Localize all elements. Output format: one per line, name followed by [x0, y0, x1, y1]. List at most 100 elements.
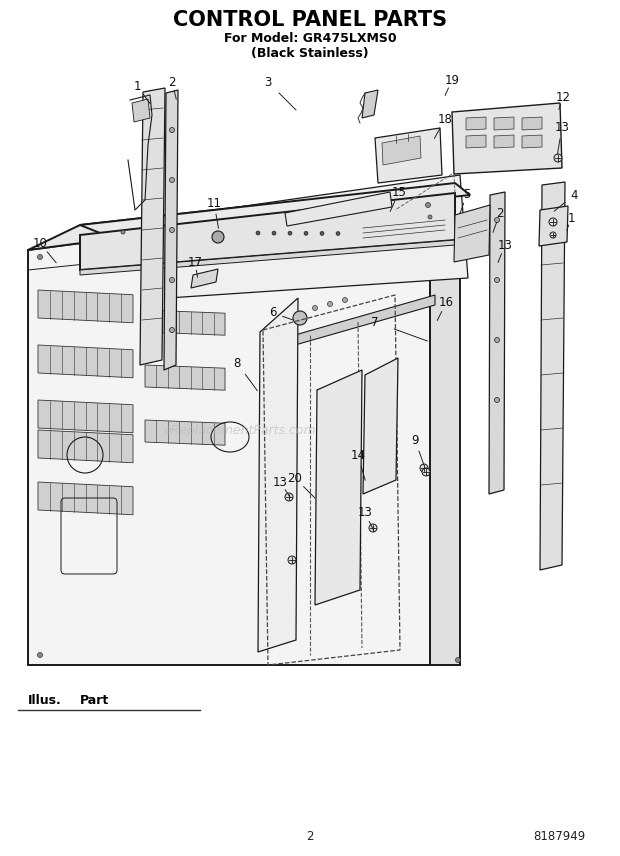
- Polygon shape: [540, 182, 565, 570]
- Text: 20: 20: [288, 472, 303, 484]
- Circle shape: [37, 652, 43, 657]
- Polygon shape: [28, 197, 460, 665]
- Circle shape: [550, 232, 556, 238]
- Polygon shape: [295, 295, 435, 345]
- Circle shape: [169, 277, 174, 282]
- Text: Part: Part: [80, 693, 109, 706]
- Circle shape: [304, 231, 308, 235]
- Polygon shape: [494, 135, 514, 148]
- Polygon shape: [363, 358, 398, 494]
- Polygon shape: [454, 205, 490, 262]
- Polygon shape: [522, 135, 542, 148]
- Polygon shape: [80, 193, 455, 270]
- Polygon shape: [466, 135, 486, 148]
- Circle shape: [169, 228, 174, 233]
- Text: (Black Stainless): (Black Stainless): [251, 46, 369, 60]
- Circle shape: [554, 154, 562, 162]
- Polygon shape: [38, 482, 133, 514]
- Circle shape: [327, 301, 332, 306]
- Circle shape: [549, 218, 557, 226]
- Polygon shape: [38, 345, 133, 377]
- Polygon shape: [38, 400, 133, 433]
- Circle shape: [425, 203, 430, 207]
- Text: 18: 18: [438, 112, 453, 126]
- Text: 2: 2: [496, 206, 503, 219]
- Polygon shape: [145, 365, 225, 390]
- Text: 13: 13: [273, 475, 288, 489]
- Circle shape: [422, 468, 430, 476]
- Text: 11: 11: [206, 197, 221, 210]
- Polygon shape: [80, 240, 455, 275]
- Circle shape: [312, 306, 317, 311]
- Text: 19: 19: [445, 74, 459, 86]
- Polygon shape: [285, 192, 392, 226]
- Polygon shape: [38, 290, 133, 323]
- Polygon shape: [522, 117, 542, 130]
- Polygon shape: [362, 90, 378, 118]
- Polygon shape: [494, 117, 514, 130]
- Text: 10: 10: [33, 236, 48, 249]
- Text: 1: 1: [567, 211, 575, 224]
- Polygon shape: [539, 206, 568, 246]
- Polygon shape: [452, 103, 562, 174]
- Text: CONTROL PANEL PARTS: CONTROL PANEL PARTS: [173, 10, 447, 30]
- Polygon shape: [162, 175, 468, 298]
- Circle shape: [285, 493, 293, 501]
- Polygon shape: [489, 192, 505, 494]
- Polygon shape: [315, 370, 362, 605]
- Polygon shape: [430, 183, 460, 665]
- Circle shape: [456, 657, 461, 663]
- Polygon shape: [466, 117, 486, 130]
- Text: For Model: GR475LXMS0: For Model: GR475LXMS0: [224, 32, 396, 45]
- Circle shape: [336, 231, 340, 235]
- Circle shape: [428, 215, 432, 219]
- Circle shape: [495, 397, 500, 402]
- Polygon shape: [145, 310, 225, 336]
- Circle shape: [420, 464, 428, 472]
- Circle shape: [495, 277, 500, 282]
- Text: 3: 3: [264, 75, 272, 88]
- Text: 6: 6: [269, 306, 277, 319]
- Text: 7: 7: [371, 316, 379, 329]
- Circle shape: [256, 231, 260, 235]
- Circle shape: [169, 177, 174, 182]
- Text: 2: 2: [168, 75, 175, 88]
- Circle shape: [293, 311, 307, 325]
- Circle shape: [288, 556, 296, 564]
- Circle shape: [272, 231, 276, 235]
- Text: 16: 16: [438, 296, 453, 310]
- Polygon shape: [145, 420, 225, 445]
- Circle shape: [495, 217, 500, 223]
- Polygon shape: [382, 136, 421, 165]
- Circle shape: [169, 128, 174, 133]
- Polygon shape: [132, 99, 150, 122]
- Circle shape: [369, 524, 377, 532]
- Polygon shape: [164, 90, 178, 370]
- Text: 4: 4: [570, 188, 578, 201]
- Text: 12: 12: [556, 91, 570, 104]
- Text: 17: 17: [187, 255, 203, 269]
- Circle shape: [212, 231, 224, 243]
- Polygon shape: [191, 269, 218, 288]
- Polygon shape: [38, 430, 133, 463]
- Polygon shape: [258, 298, 298, 652]
- Text: 14: 14: [350, 449, 366, 461]
- Circle shape: [495, 337, 500, 342]
- Text: 5: 5: [463, 187, 471, 200]
- Circle shape: [320, 231, 324, 235]
- Text: eReplacementParts.com: eReplacementParts.com: [164, 424, 316, 437]
- Text: Illus.: Illus.: [28, 693, 62, 706]
- Text: 9: 9: [411, 433, 418, 447]
- Circle shape: [37, 254, 43, 259]
- Text: 13: 13: [554, 121, 569, 134]
- Circle shape: [121, 230, 125, 234]
- Text: 13: 13: [358, 507, 373, 520]
- Polygon shape: [80, 183, 470, 235]
- Text: 15: 15: [392, 186, 407, 199]
- Polygon shape: [375, 128, 442, 183]
- Text: 2: 2: [306, 829, 314, 842]
- Circle shape: [342, 298, 347, 302]
- Polygon shape: [140, 88, 165, 365]
- Circle shape: [288, 231, 292, 235]
- Text: 8187949: 8187949: [533, 829, 585, 842]
